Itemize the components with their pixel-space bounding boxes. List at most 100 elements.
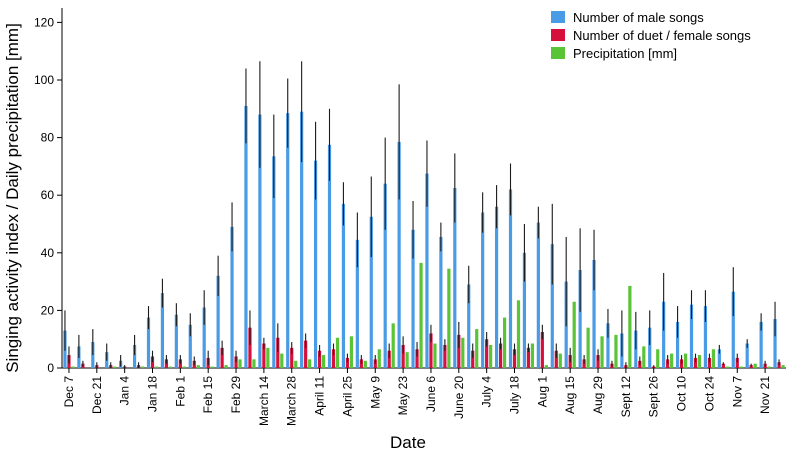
x-axis: Dec 7 Dec 21 Jan 4 Jan 18 Feb 1 Feb 15 Feb 29 M… [62,367,786,426]
legend-swatch-precipitation [551,47,565,59]
male-song-bar [230,226,234,368]
precipitation-bar [530,343,535,368]
duet-song-bar [331,349,336,368]
duet-song-bar [401,344,405,368]
x-tick-label: Oct 10 [675,376,689,412]
male-song-bar [272,156,276,368]
duet-song-bar [262,343,266,368]
male-song-bar [717,349,721,368]
x-tick-label: March 14 [257,376,271,426]
y-axis-title: Singing activity index / Daily precipita… [3,23,22,373]
precipitation-bar [697,355,702,368]
duet-song-bar [512,349,517,368]
x-tick-label: Dec 7 [62,376,76,408]
male-song-bar [146,317,151,368]
male-song-bar [550,244,554,368]
x-tick-label: April 11 [313,376,327,416]
precipitation-bar [154,366,159,368]
precipitation-bar [628,285,632,368]
male-song-bar [439,236,443,368]
x-tick-label: Jan 18 [146,376,160,412]
precipitation-bar [391,323,395,368]
legend-label-male: Number of male songs [573,10,704,25]
x-tick-label: Dec 21 [90,376,104,414]
y-tick-label: 100 [34,73,54,87]
precipitation-bar [725,366,729,368]
male-song-bar [397,141,401,368]
x-tick-label: March 28 [285,376,299,426]
x-tick-label: June 20 [452,376,466,419]
precipitation-bar [544,365,548,368]
x-tick-label: Nov 7 [730,376,744,408]
male-song-bar [202,307,206,368]
male-song-bar [536,222,540,368]
male-song-bar [675,321,680,368]
duet-song-bar [721,363,725,368]
male-song-bar [453,188,457,368]
precipitation-bar [475,329,479,368]
duet-song-bar [707,357,712,368]
precipitation-bar [600,336,604,368]
male-song-bar [606,323,610,368]
duet-song-bar [415,349,419,368]
legend-label-duet: Number of duet / female songs [573,28,751,43]
precipitation-bar [377,349,381,368]
duet-song-bar [317,350,322,368]
legend-swatch-male [551,11,565,23]
precipitation-bar [349,336,354,368]
male-song-bar [355,239,359,368]
precipitation-bar [196,365,200,368]
precipitation-bar [753,363,757,368]
male-song-bar [522,252,527,368]
precipitation-bar [670,353,674,368]
precipitation-bar [489,344,493,368]
male-song-bar [216,275,220,368]
precipitation-bar [113,366,117,368]
x-tick-label: Feb 29 [229,376,243,414]
legend-swatch-duet [551,29,565,41]
precipitation-bar [683,353,688,368]
male-song-bar [411,229,415,368]
precipitation-bar [224,365,228,368]
bars [63,105,785,369]
precipitation-bar [642,346,646,368]
male-song-bar [327,144,332,368]
precipitation-bar [711,349,716,368]
duet-song-bar [498,343,503,368]
duet-song-bar [735,357,739,368]
x-tick-label: Jan 4 [118,376,132,406]
precipitation-bar [739,366,743,368]
x-axis-title: Date [390,433,426,452]
precipitation-bar [140,366,145,368]
precipitation-bar [461,337,465,368]
male-song-bar [745,343,749,368]
precipitation-bar [168,366,173,368]
male-song-bar [160,293,165,368]
precipitation-bar [433,343,437,368]
precipitation-bar [447,268,451,368]
male-song-bar [592,260,596,368]
duet-song-bar [387,350,391,368]
precipitation-bar [294,360,298,368]
male-song-bar [132,344,137,368]
precipitation-bar [71,366,75,368]
precipitation-bar [252,359,256,368]
x-tick-label: April 25 [340,376,354,417]
x-tick-label: June 6 [424,376,438,412]
male-song-bar [258,114,262,368]
y-tick-label: 60 [41,188,55,202]
precipitation-bar [656,349,660,368]
x-tick-label: Aug 29 [591,376,605,414]
male-song-bar [174,314,178,368]
precipitation-bar [558,353,562,368]
legend: Number of male songs Number of duet / fe… [551,10,751,61]
duet-song-bar [220,347,224,368]
precipitation-bar [614,334,618,368]
y-tick-label: 40 [41,246,55,260]
precipitation-bar [308,359,312,368]
precipitation-bar [419,262,423,368]
male-song-bar [467,284,471,368]
male-song-bar [508,189,513,368]
duet-song-bar [290,347,294,368]
duet-song-bar [443,344,447,368]
